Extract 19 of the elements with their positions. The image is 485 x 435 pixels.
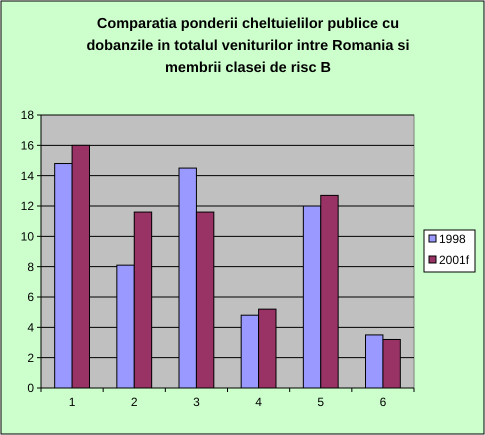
y-tick-label: 0	[27, 381, 34, 396]
y-tick-label: 6	[27, 290, 34, 304]
x-tick-label: 5	[317, 395, 324, 409]
y-tick-label: 4	[27, 320, 34, 335]
y-tick-label: 8	[27, 260, 34, 274]
x-tick-label: 4	[255, 395, 262, 409]
y-tick-label: 16	[20, 138, 34, 153]
y-tick-label: 18	[20, 108, 34, 122]
chart-title: Comparatia ponderii cheltuielilor publice cu dobanzile in totalul veniturilor intre Romania si membrii clasei de risc B	[86, 16, 410, 76]
x-tick-label: 6	[380, 395, 387, 409]
legend-label: 1998	[439, 232, 466, 246]
y-tick-label: 14	[20, 168, 34, 183]
legend-label: 2001f	[439, 253, 470, 268]
x-tick-label: 3	[193, 395, 200, 409]
y-tick-label: 2	[27, 350, 34, 365]
y-tick-label: 10	[20, 230, 34, 244]
x-tick-label: 2	[130, 395, 138, 409]
y-tick-label: 12	[20, 199, 34, 214]
x-tick-label: 1	[68, 395, 76, 409]
